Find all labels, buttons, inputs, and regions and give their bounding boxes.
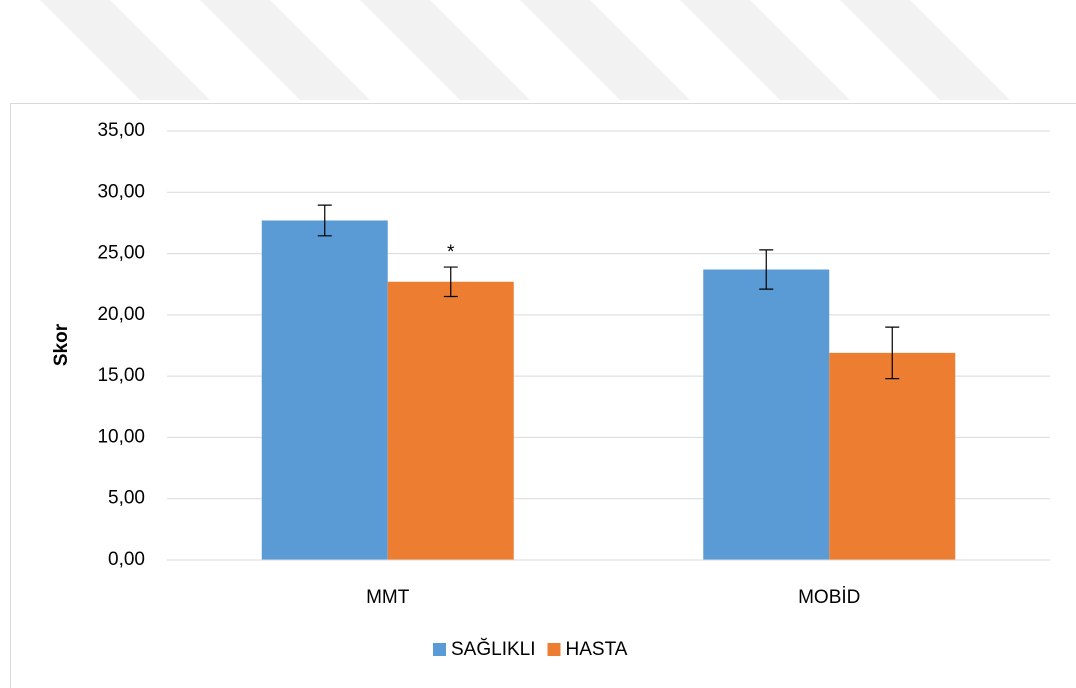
error-bar (443, 266, 458, 298)
legend-swatch (547, 643, 561, 656)
error-bar (759, 249, 774, 290)
x-tick-label: MOBİD (798, 587, 860, 608)
error-bar (317, 204, 332, 237)
legend-swatch (433, 643, 446, 656)
bar (703, 269, 830, 560)
y-tick-label: 10,00 (97, 426, 145, 447)
y-axis-label: Skor (51, 323, 72, 366)
bar (261, 220, 388, 560)
y-tick-label: 15,00 (97, 365, 145, 386)
legend-label: SAĞLIKLI (451, 638, 536, 660)
watermark (40, 0, 1010, 100)
y-tick-label: 35,00 (97, 120, 145, 141)
x-tick-label: MMT (366, 587, 410, 608)
annotation: * (447, 242, 455, 263)
y-tick-label: 20,00 (97, 304, 145, 325)
y-tick-label: 0,00 (108, 549, 145, 570)
bar (387, 281, 514, 560)
y-tick-label: 25,00 (97, 243, 145, 264)
y-tick-label: 30,00 (97, 181, 145, 202)
y-tick-label: 5,00 (108, 488, 145, 509)
bar (829, 352, 956, 560)
error-bar (885, 326, 900, 380)
legend-label: HASTA (566, 639, 628, 660)
